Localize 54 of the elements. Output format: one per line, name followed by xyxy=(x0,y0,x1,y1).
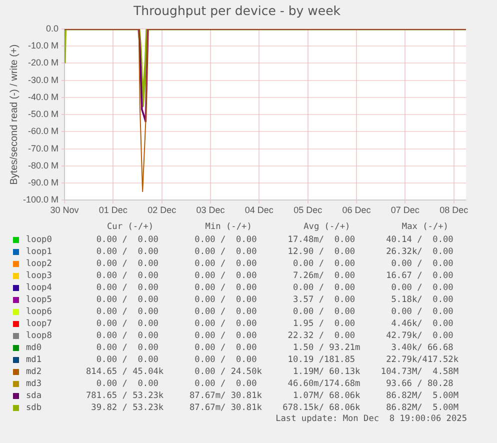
legend-label: sdb xyxy=(26,402,42,414)
legend-label: loop3 xyxy=(26,270,52,282)
text: 0.00 / 0.00 0.00 / 0.00 7.26m/ 0.00 16.67 / 0.00 xyxy=(95,270,454,282)
legend-label: sda xyxy=(26,390,42,402)
text: 0.00 / 0.00 0.00 / 0.00 3.57 / 0.00 5.18k/ 0.00 xyxy=(95,294,454,306)
legend-label: loop8 xyxy=(26,330,52,342)
y-axis-title: Bytes/second read (-) / write (+) xyxy=(8,44,20,185)
y-tick-label: -100.0 M xyxy=(22,194,59,205)
text: 39.82 / 53.23k 87.67m/ 30.81k 678.15k/ 68.06k 86.82M/ 5.00M xyxy=(90,402,459,414)
text: 0.00 / 0.00 0.00 / 0.00 17.48m/ 0.00 40.14 / 0.00 xyxy=(95,234,454,246)
x-tick-label: 03 Dec xyxy=(196,205,226,216)
text: Last update: Mon Dec 8 19:00:06 2025 xyxy=(276,414,467,424)
y-tick-label: -70.0 M xyxy=(28,143,59,154)
x-tick-label: 30 Nov xyxy=(50,205,80,216)
y-tick-label: -50.0 M xyxy=(28,109,59,120)
text: 0.00 / 0.00 0.00 / 0.00 0.00 / 0.00 0.00 / 0.00 xyxy=(95,282,454,294)
y-tick-label: -30.0 M xyxy=(28,74,59,85)
y-tick-label: -20.0 M xyxy=(28,58,59,68)
text: 781.65 / 53.23k 87.67m/ 30.81k 1.07M/ 68.06k 86.82M/ 5.00M xyxy=(86,390,459,402)
legend-label: loop1 xyxy=(26,246,52,258)
text: 0.00 / 0.00 0.00 / 0.00 22.32 / 0.00 42.79k/ 0.00 xyxy=(95,330,454,342)
legend-label: loop2 xyxy=(26,258,52,270)
x-tick-label: 07 Dec xyxy=(390,205,420,216)
legend-label: loop6 xyxy=(26,306,52,318)
legend-label: md2 xyxy=(26,366,42,378)
x-tick-label: 08 Dec xyxy=(440,205,469,216)
y-tick-label: -40.0 M xyxy=(28,92,59,102)
x-tick-label: 02 Dec xyxy=(148,205,177,216)
x-tick-label: 05 Dec xyxy=(294,205,323,216)
text: 814.65 / 45.04k 0.00 / 24.50k 1.19M/ 60.13k 104.73M/ 4.58M xyxy=(86,366,459,378)
legend-label: loop7 xyxy=(26,318,52,330)
chart-title: Throughput per device - by week xyxy=(132,2,342,18)
legend-label: loop5 xyxy=(26,294,52,306)
text: 0.00 / 0.00 0.00 / 0.00 1.95 / 0.00 4.46k/ 0.00 xyxy=(95,318,454,330)
y-tick-label: -60.0 M xyxy=(28,126,59,136)
text: 0.00 / 0.00 0.00 / 0.00 12.90 / 0.00 26.32k/ 0.00 xyxy=(95,246,454,258)
text: Cur (-/+) Min (-/+) Avg (-/+) Max (-/+) xyxy=(107,222,448,232)
text: 0.00 / 0.00 0.00 / 0.00 10.19 /181.85 22.79k/417.52k xyxy=(95,354,459,366)
x-tick-label: 04 Dec xyxy=(244,205,274,216)
y-tick-label: -80.0 M xyxy=(28,160,59,170)
legend-label: md3 xyxy=(26,378,42,390)
text: 0.00 / 0.00 0.00 / 0.00 0.00 / 0.00 0.00 / 0.00 xyxy=(95,306,454,318)
text: 0.00 / 0.00 0.00 / 0.00 0.00 / 0.00 0.00 / 0.00 xyxy=(95,258,454,270)
legend-label: loop4 xyxy=(26,282,52,294)
text: 0.00 / 0.00 0.00 / 0.00 46.60m/174.68m 93.66 / 80.28 xyxy=(95,378,454,390)
x-tick-label: 06 Dec xyxy=(342,205,372,216)
y-tick-label: 0.0 xyxy=(46,23,59,34)
y-tick-label: -10.0 M xyxy=(28,40,59,51)
text: 0.00 / 0.00 0.00 / 0.00 1.50 / 93.21m 3.40k/ 66.68 xyxy=(95,342,454,354)
legend-label: md0 xyxy=(26,342,42,354)
legend-label: loop0 xyxy=(26,234,52,246)
y-tick-label: -90.0 M xyxy=(28,178,59,188)
x-tick-label: 01 Dec xyxy=(98,205,128,216)
legend-label: md1 xyxy=(26,354,42,366)
